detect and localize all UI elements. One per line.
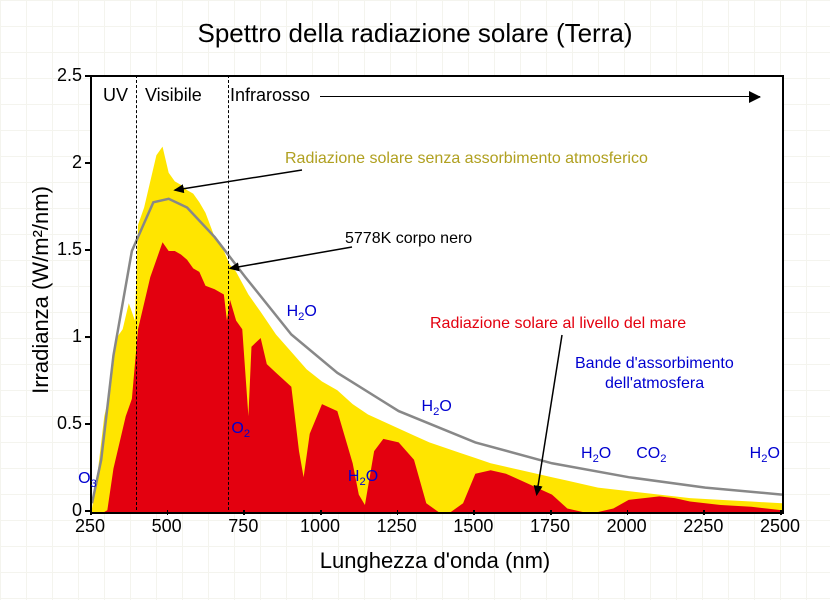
region-visible: Visibile	[145, 85, 202, 106]
molecule-label: H2O	[348, 468, 378, 488]
molecule-label: O3	[78, 470, 97, 490]
molecule-label: H2O	[422, 398, 452, 418]
molecule-label: CO2	[636, 445, 666, 465]
ytick: 1.5	[42, 239, 82, 260]
annotation-arrow	[230, 247, 352, 268]
chart-canvas: Spettro della radiazione solare (Terra) …	[0, 0, 830, 600]
molecule-label: O2	[231, 420, 250, 440]
xtick: 500	[142, 516, 192, 537]
xtick: 2000	[602, 516, 652, 537]
xtick: 2500	[755, 516, 805, 537]
ir-arrow	[320, 96, 760, 97]
annotation-arrow	[175, 170, 302, 190]
region-divider	[228, 75, 229, 510]
plot-area	[90, 75, 784, 514]
xtick: 1500	[448, 516, 498, 537]
region-divider	[136, 75, 137, 510]
annotation-arrow	[537, 335, 562, 495]
molecule-label: H2O	[750, 445, 780, 465]
annot-bands-l1: Bande d'assorbimento	[575, 355, 734, 373]
xtick: 2250	[678, 516, 728, 537]
annot-bands-l2: dell'atmosfera	[605, 375, 704, 393]
region-uv: UV	[103, 85, 128, 106]
chart-title: Spettro della radiazione solare (Terra)	[0, 18, 830, 49]
xtick: 250	[65, 516, 115, 537]
xtick: 1750	[525, 516, 575, 537]
data-svg	[92, 77, 782, 512]
region-ir: Infrarosso	[230, 85, 310, 106]
ytick: 2	[42, 152, 82, 173]
molecule-label: H2O	[287, 303, 317, 323]
annot-toa: Radiazione solare senza assorbimento atm…	[285, 150, 648, 168]
xtick: 1250	[372, 516, 422, 537]
annot-sea: Radiazione solare al livello del mare	[430, 315, 686, 333]
ytick: 0.5	[42, 413, 82, 434]
xtick: 1000	[295, 516, 345, 537]
molecule-label: H2O	[581, 445, 611, 465]
y-axis-label: Irradianza (W/m²/nm)	[28, 140, 54, 440]
annot-blackbody: 5778K corpo nero	[345, 230, 472, 248]
ytick: 2.5	[42, 65, 82, 86]
x-axis-label: Lunghezza d'onda (nm)	[90, 548, 780, 574]
ytick: 1	[42, 326, 82, 347]
xtick: 750	[218, 516, 268, 537]
